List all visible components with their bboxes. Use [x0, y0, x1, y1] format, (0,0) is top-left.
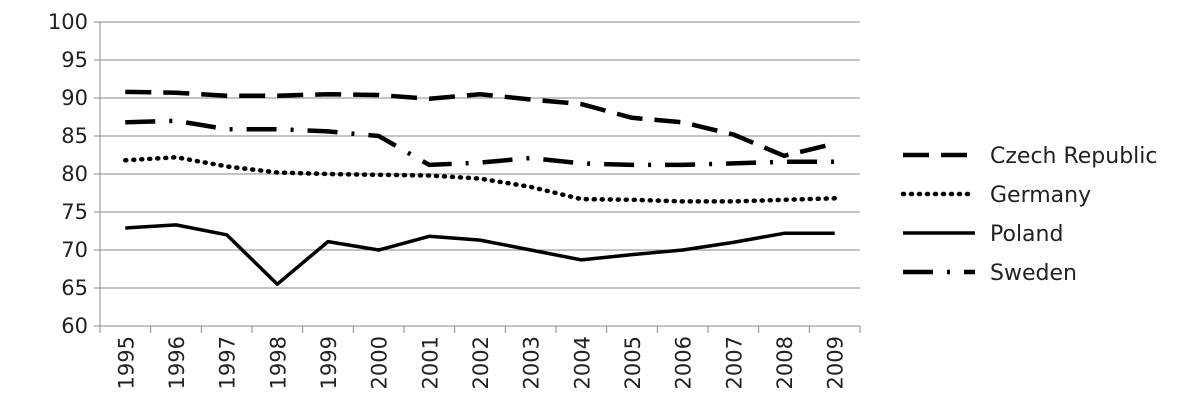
y-tick-label: 75 [61, 200, 88, 224]
legend-label: Poland [990, 222, 1063, 247]
series-line-germany [123, 155, 837, 204]
legend-label: Czech Republic [990, 144, 1158, 169]
axes [94, 21, 861, 333]
y-tick-label: 60 [61, 314, 88, 338]
x-tick-label: 2004 [570, 336, 594, 389]
series-line-czech-republic [125, 89, 836, 159]
x-axis-tick-labels: 1995 1996 1997 1998 1999 2000 2001 2002 2003 2004… [114, 336, 847, 389]
legend: Czech Republic Germany Poland Sweden [900, 144, 1158, 286]
x-tick-label: 2000 [368, 336, 392, 389]
y-tick-label: 85 [61, 124, 88, 148]
x-tick-label: 1996 [165, 336, 189, 389]
y-tick-label: 80 [61, 162, 88, 186]
x-tick-label: 2001 [418, 336, 442, 389]
y-tick-label: 65 [61, 276, 88, 300]
y-tick-label: 70 [61, 238, 88, 262]
x-tick-label: 2005 [621, 336, 645, 389]
x-tick-label: 2003 [520, 336, 544, 389]
gridlines [100, 21, 860, 327]
y-axis-tick-labels: 60 65 70 75 80 85 90 95 100 [48, 10, 88, 338]
x-tick-label: 2006 [672, 336, 696, 389]
x-tick-label: 1998 [266, 336, 290, 389]
series-line-poland [125, 223, 835, 286]
x-tick-label: 2009 [824, 336, 848, 389]
legend-label: Germany [990, 183, 1091, 208]
x-tick-label: 2002 [469, 336, 493, 389]
y-tick-label: 100 [48, 10, 88, 34]
x-tick-label: 1995 [114, 336, 138, 389]
y-tick-label: 90 [61, 86, 88, 110]
y-tick-label: 95 [61, 48, 88, 72]
x-tick-label: 1997 [216, 336, 240, 389]
x-tick-label: 2008 [773, 336, 797, 389]
series-lines [123, 89, 837, 286]
x-tick-label: 2007 [722, 336, 746, 389]
x-tick-label: 1999 [317, 336, 341, 389]
series-line-sweden [125, 118, 835, 168]
legend-label: Sweden [990, 261, 1077, 286]
